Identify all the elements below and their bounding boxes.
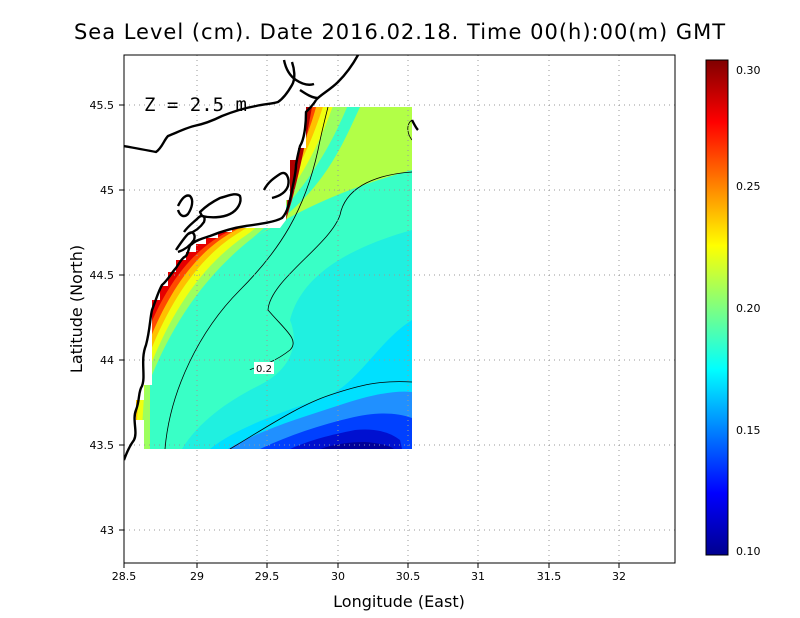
map-title: Sea Level (cm). Date 2016.02.18. Time 00… [73, 20, 727, 44]
y-tick-label: 45 [100, 184, 114, 197]
depth-label: Z = 2.5 m [144, 94, 247, 116]
colorbar-tick-label: 0.20 [736, 302, 761, 315]
colorbar-tick-label: 0.25 [736, 180, 761, 193]
coastline [124, 55, 419, 461]
x-tick-label: 31.5 [537, 570, 562, 583]
contour-line [229, 381, 412, 449]
x-axis: 28.5 29 29.5 30 30.5 31 31.5 32 [112, 563, 626, 583]
colorbar-tick-label: 0.30 [736, 64, 761, 77]
x-tick-label: 31 [471, 570, 485, 583]
plot-frame [123, 54, 676, 564]
colorbar-tick-label: 0.10 [736, 545, 761, 558]
x-axis-label: Longitude (East) [333, 592, 465, 611]
y-tick-label: 44.5 [90, 269, 115, 282]
x-tick-label: 29.5 [255, 570, 280, 583]
contour-line [249, 171, 412, 371]
contour-label: 0.2 [256, 364, 272, 375]
colorbar-tick-label: 0.15 [736, 424, 761, 437]
x-tick-label: 29 [190, 570, 204, 583]
x-tick-label: 30 [331, 570, 345, 583]
x-tick-label: 28.5 [112, 570, 137, 583]
grid [124, 55, 675, 563]
y-axis-label: Latitude (North) [67, 245, 86, 373]
x-tick-label: 30.5 [396, 570, 421, 583]
y-tick-label: 45.5 [90, 99, 115, 112]
y-tick-label: 44 [100, 354, 114, 367]
y-axis: 45.5 45 44.5 44 43.5 43 [90, 99, 124, 537]
x-tick-label: 32 [612, 570, 626, 583]
y-tick-label: 43.5 [90, 439, 115, 452]
contour-line [164, 107, 329, 449]
colorbar: 0.30 0.25 0.20 0.15 0.10 [705, 59, 761, 558]
colorbar-gradient [705, 59, 729, 556]
y-tick-label: 43 [100, 524, 114, 537]
